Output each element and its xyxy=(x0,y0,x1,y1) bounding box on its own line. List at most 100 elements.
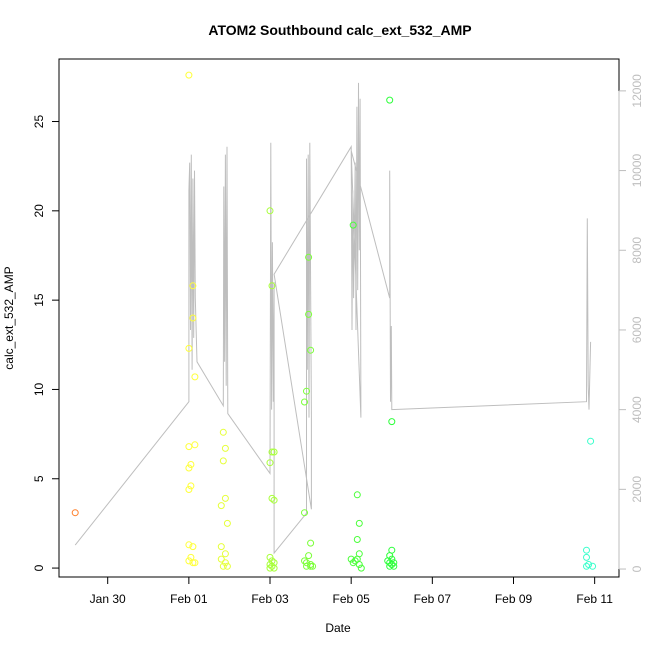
point-series-layer xyxy=(71,71,597,572)
data-point xyxy=(390,559,398,567)
data-point xyxy=(191,441,199,449)
data-point xyxy=(268,282,276,290)
data-point xyxy=(353,491,361,499)
data-point xyxy=(583,546,590,554)
data-point xyxy=(187,461,195,468)
x-tick-label: Feb 05 xyxy=(332,592,370,606)
data-point xyxy=(219,428,227,436)
data-point xyxy=(587,437,595,445)
data-point xyxy=(388,561,396,568)
data-point xyxy=(185,464,193,472)
y-tick-label: 10 xyxy=(32,382,46,396)
line-series-layer xyxy=(74,82,592,555)
data-point xyxy=(71,509,79,517)
x-axis-label: Date xyxy=(325,621,351,635)
data-point xyxy=(351,557,359,565)
data-point xyxy=(266,207,274,215)
data-point xyxy=(585,561,593,568)
data-point xyxy=(388,418,396,426)
x-tick-label: Feb 03 xyxy=(251,592,289,606)
data-point xyxy=(303,387,310,395)
data-point xyxy=(219,562,227,570)
data-point xyxy=(221,444,229,452)
data-point xyxy=(191,559,199,567)
data-point xyxy=(185,486,193,493)
y-tick-label: 25 xyxy=(32,115,46,129)
data-point xyxy=(357,564,365,572)
data-point xyxy=(217,502,225,510)
data-point xyxy=(583,553,590,561)
y2-tick-label: 2000 xyxy=(630,476,644,503)
data-point xyxy=(270,496,278,504)
y2-tick-label: 12000 xyxy=(630,74,644,108)
data-point xyxy=(301,509,308,517)
data-point xyxy=(221,559,229,567)
y-tick-label: 0 xyxy=(32,564,46,571)
data-point xyxy=(221,494,229,502)
x-tick-label: Feb 09 xyxy=(495,592,533,606)
data-point xyxy=(189,559,197,567)
data-point xyxy=(301,398,308,406)
data-point xyxy=(185,344,193,352)
data-point xyxy=(303,562,310,570)
data-point xyxy=(386,562,394,570)
data-point xyxy=(185,443,193,451)
data-point xyxy=(305,552,313,560)
data-point xyxy=(217,555,225,563)
data-point xyxy=(187,482,195,490)
y-tick-label: 15 xyxy=(32,293,46,307)
x-tick-label: Feb 11 xyxy=(576,592,613,606)
data-point xyxy=(390,562,398,570)
plot-frame xyxy=(58,58,620,578)
data-point xyxy=(268,562,276,570)
data-point xyxy=(221,550,229,558)
data-point xyxy=(268,557,276,565)
y-tick-label: 5 xyxy=(32,475,46,482)
data-point xyxy=(223,519,231,527)
data-point xyxy=(347,555,355,563)
data-point xyxy=(185,541,193,549)
data-point xyxy=(307,562,315,570)
y2-tick-label: 4000 xyxy=(630,396,644,423)
data-point xyxy=(268,448,276,456)
data-point xyxy=(307,539,315,547)
data-point xyxy=(305,310,313,318)
data-point xyxy=(386,559,394,567)
secondary-y-axis: 0 2000 4000 6000 8000 10000 12000 xyxy=(618,74,644,572)
x-tick-label: Feb 01 xyxy=(170,592,208,606)
data-point xyxy=(307,346,315,354)
data-point xyxy=(305,253,313,261)
data-point xyxy=(189,282,197,290)
y2-tick-label: 10000 xyxy=(630,154,644,188)
y2-tick-label: 0 xyxy=(630,565,644,572)
y-axis-label: calc_ext_532_AMP xyxy=(2,266,16,369)
y-tick-label: 20 xyxy=(32,204,46,218)
x-axis: Jan 30 Feb 01 Feb 03 Feb 05 Feb 07 Feb 09 Feb … xyxy=(90,576,613,606)
data-point xyxy=(268,494,276,502)
data-point xyxy=(266,561,274,568)
data-point xyxy=(266,564,274,572)
x-tick-label: Jan 30 xyxy=(90,592,126,606)
data-point xyxy=(355,561,363,568)
data-point xyxy=(303,559,310,567)
data-point xyxy=(386,96,394,104)
data-point xyxy=(583,562,590,570)
data-point xyxy=(217,543,225,551)
data-point xyxy=(270,448,278,456)
data-point xyxy=(355,519,363,527)
data-point xyxy=(270,564,278,572)
data-point xyxy=(349,559,357,567)
data-point xyxy=(191,373,199,381)
data-point xyxy=(266,459,274,467)
y2-tick-label: 6000 xyxy=(630,316,644,343)
data-point xyxy=(223,562,231,570)
x-tick-label: Feb 07 xyxy=(414,592,452,606)
chart-title: ATOM2 Southbound calc_ext_532_AMP xyxy=(208,22,471,38)
y2-tick-label: 8000 xyxy=(630,237,644,264)
data-point xyxy=(349,221,357,229)
data-point xyxy=(388,555,396,563)
data-point xyxy=(266,553,274,561)
data-point xyxy=(185,71,193,79)
secondary-line-series xyxy=(74,82,592,555)
